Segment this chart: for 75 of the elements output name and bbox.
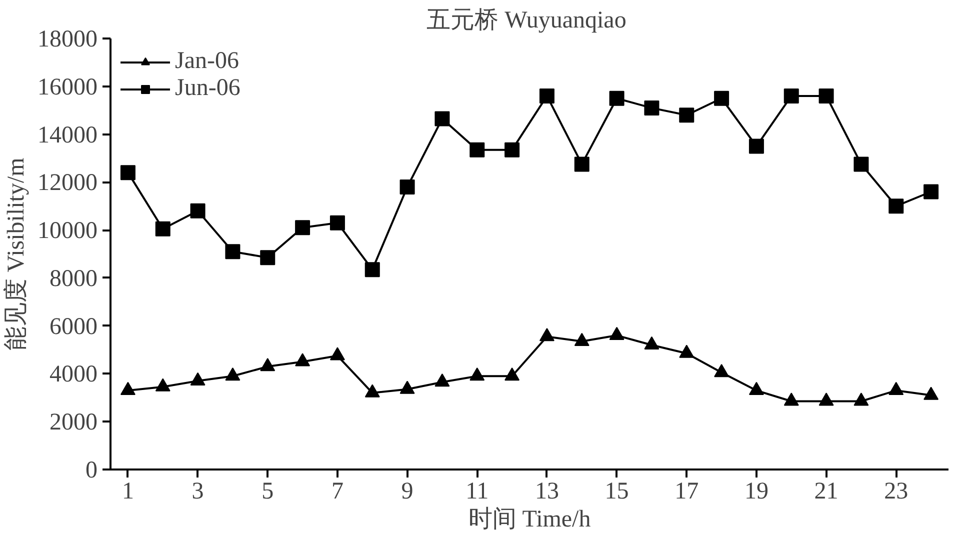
point (854, 156, 869, 172)
y-tick-label: 4000 (50, 362, 98, 388)
point (784, 392, 799, 406)
point (225, 244, 240, 260)
point (609, 90, 624, 106)
x-tick-label: 23 (884, 478, 908, 504)
point (295, 353, 310, 366)
x-tick-label: 1 (122, 478, 134, 504)
point (714, 90, 730, 106)
x-tick-label: 7 (331, 478, 344, 504)
point (924, 386, 939, 400)
y-axis-title: 能见度 Visibility/m (2, 157, 30, 350)
legend-label: Jun-06 (175, 75, 240, 102)
x-tick-label: 15 (604, 478, 629, 504)
point (470, 142, 485, 158)
point (225, 368, 240, 381)
y-tick-label: 10000 (38, 218, 98, 244)
y-tick-label: 18000 (38, 26, 98, 52)
y-tick-label: 16000 (38, 74, 98, 100)
point (504, 368, 520, 381)
x-tick-label: 19 (744, 478, 768, 504)
point (854, 392, 869, 406)
point (574, 156, 590, 172)
point (364, 384, 380, 398)
point (434, 374, 450, 387)
x-tick-label: 21 (814, 478, 838, 504)
chart-title: 五元桥 Wuyuanqiao (426, 8, 626, 34)
point (818, 392, 834, 406)
point (818, 88, 834, 104)
point (330, 347, 345, 360)
x-tick-label: 3 (192, 478, 204, 504)
point (574, 332, 590, 346)
x-tick-label: 5 (262, 478, 274, 504)
point (609, 326, 624, 340)
point (364, 262, 380, 278)
point (714, 364, 730, 378)
y-tick-label: 2000 (50, 410, 98, 436)
point (120, 382, 136, 396)
x-tick-label: 9 (401, 478, 414, 504)
point (190, 372, 206, 386)
point (888, 382, 904, 396)
y-tick-label: 14000 (38, 122, 98, 148)
point (400, 179, 415, 194)
point (539, 328, 554, 342)
point (470, 368, 485, 381)
point (295, 220, 310, 236)
point (924, 184, 939, 200)
y-tick-label: 6000 (50, 314, 98, 340)
x-tick-label: 13 (534, 478, 559, 504)
point (679, 344, 694, 358)
point (434, 111, 450, 126)
point (784, 88, 799, 104)
legend-label: Jan-06 (175, 48, 239, 75)
point (330, 215, 345, 230)
point (155, 378, 170, 392)
y-tick-label: 0 (86, 458, 98, 484)
point (748, 138, 764, 154)
y-tick-label: 8000 (50, 266, 98, 292)
point (748, 382, 764, 396)
y-tick-label: 12000 (38, 170, 98, 196)
point (504, 142, 520, 158)
point (644, 100, 660, 116)
point (260, 358, 276, 372)
point (155, 221, 170, 236)
point (190, 203, 206, 218)
point (644, 336, 660, 350)
x-tick-label: 17 (674, 478, 699, 504)
point (400, 380, 415, 394)
point (539, 88, 554, 104)
point (260, 250, 276, 266)
point (888, 198, 904, 214)
point (679, 108, 694, 123)
point (120, 165, 136, 180)
x-tick-label: 11 (466, 478, 489, 504)
x-axis-title: 时间 Time/h (468, 506, 591, 532)
